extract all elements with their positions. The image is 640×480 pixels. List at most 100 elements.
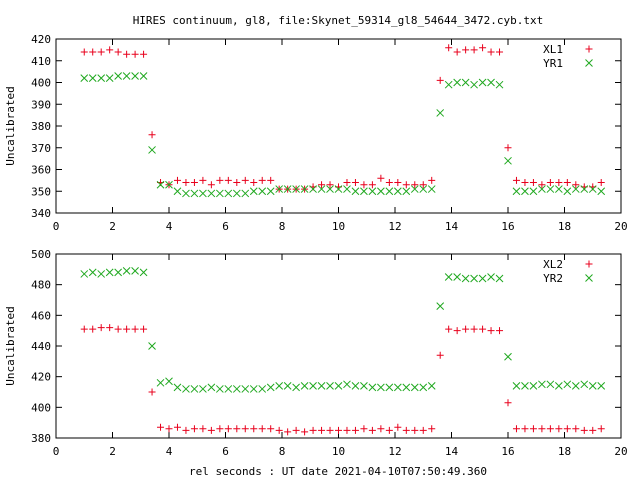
data-point — [563, 425, 571, 433]
y-tick-label: 400 — [31, 77, 51, 90]
data-point — [343, 426, 351, 434]
data-point — [572, 425, 580, 433]
data-point — [521, 187, 529, 196]
data-point — [478, 78, 487, 87]
data-point — [368, 187, 377, 196]
data-point — [318, 181, 326, 189]
data-point — [529, 425, 537, 433]
x-tick-label: 6 — [222, 220, 229, 233]
data-point — [444, 273, 453, 281]
data-point — [385, 187, 394, 196]
y-tick-label: 500 — [31, 248, 51, 261]
legend-label: XL1 — [543, 43, 563, 56]
legend-label: YR2 — [543, 272, 563, 285]
y-axis-label: Uncalibrated — [4, 306, 17, 385]
x-tick-label: 16 — [501, 220, 514, 233]
data-point — [80, 48, 88, 56]
x-tick-label: 8 — [279, 220, 286, 233]
data-point — [275, 382, 284, 390]
y-tick-label: 480 — [31, 279, 51, 292]
data-point — [394, 423, 402, 431]
x-axis-label: rel seconds : UT date 2021-04-10T07:50:4… — [189, 465, 487, 478]
data-point — [487, 273, 495, 281]
data-point — [249, 385, 258, 393]
data-point — [529, 382, 538, 390]
data-point — [470, 46, 478, 54]
data-point — [597, 425, 605, 433]
x-tick-label: 18 — [558, 220, 571, 233]
data-point — [597, 179, 605, 187]
data-point — [275, 426, 283, 434]
data-point — [529, 179, 537, 187]
data-point — [504, 156, 512, 165]
data-point — [105, 268, 114, 277]
legend-marker — [585, 45, 593, 53]
data-point — [317, 185, 326, 193]
data-point — [258, 176, 266, 184]
data-point — [470, 325, 478, 333]
data-point — [232, 189, 241, 198]
data-point — [148, 388, 156, 396]
data-point — [402, 383, 411, 392]
x-tick-label: 20 — [614, 445, 627, 458]
data-point — [157, 423, 165, 431]
data-point — [309, 382, 317, 390]
data-point — [377, 383, 385, 392]
data-point — [487, 327, 495, 335]
data-point — [572, 181, 580, 189]
data-point — [427, 382, 436, 390]
data-point — [80, 270, 89, 278]
data-point — [495, 80, 504, 89]
data-point — [394, 179, 402, 187]
data-point — [410, 383, 419, 392]
data-point — [521, 382, 529, 390]
data-point — [173, 423, 181, 431]
data-point — [173, 383, 182, 392]
data-point — [512, 382, 521, 390]
data-point — [453, 273, 462, 281]
y-tick-label: 420 — [31, 33, 51, 46]
data-point — [190, 425, 198, 433]
legend-label: XL2 — [543, 258, 563, 271]
data-point — [241, 176, 249, 184]
data-point — [182, 179, 190, 187]
data-point — [207, 426, 215, 434]
data-point — [88, 74, 97, 83]
legend-marker — [585, 274, 593, 282]
x-tick-label: 14 — [445, 220, 459, 233]
data-point — [351, 382, 360, 390]
data-point — [292, 383, 300, 392]
data-point — [241, 189, 250, 198]
data-point — [411, 181, 419, 189]
x-tick-label: 6 — [222, 445, 229, 458]
data-point — [140, 50, 148, 58]
data-point — [165, 180, 173, 189]
data-point — [563, 187, 572, 196]
data-point — [496, 327, 504, 335]
y-tick-label: 340 — [31, 207, 51, 220]
data-point — [588, 185, 597, 193]
data-point — [114, 72, 123, 80]
data-point — [453, 48, 461, 56]
legend-marker — [585, 260, 593, 268]
data-point — [563, 179, 571, 187]
data-point — [393, 187, 402, 196]
data-point — [563, 380, 572, 389]
data-point — [385, 426, 393, 434]
data-point — [546, 425, 554, 433]
y-tick-label: 460 — [31, 309, 51, 322]
data-point — [258, 425, 266, 433]
data-point — [114, 325, 122, 333]
data-point — [504, 352, 512, 361]
y-axis-label: Uncalibrated — [4, 86, 17, 165]
data-point — [402, 187, 411, 196]
data-point — [309, 185, 317, 193]
data-point — [529, 187, 538, 196]
data-point — [436, 302, 445, 310]
data-point — [470, 274, 478, 283]
data-point — [436, 76, 444, 84]
data-point — [368, 383, 377, 392]
data-point — [419, 185, 428, 193]
data-point — [461, 274, 470, 283]
x-tick-label: 2 — [109, 445, 116, 458]
